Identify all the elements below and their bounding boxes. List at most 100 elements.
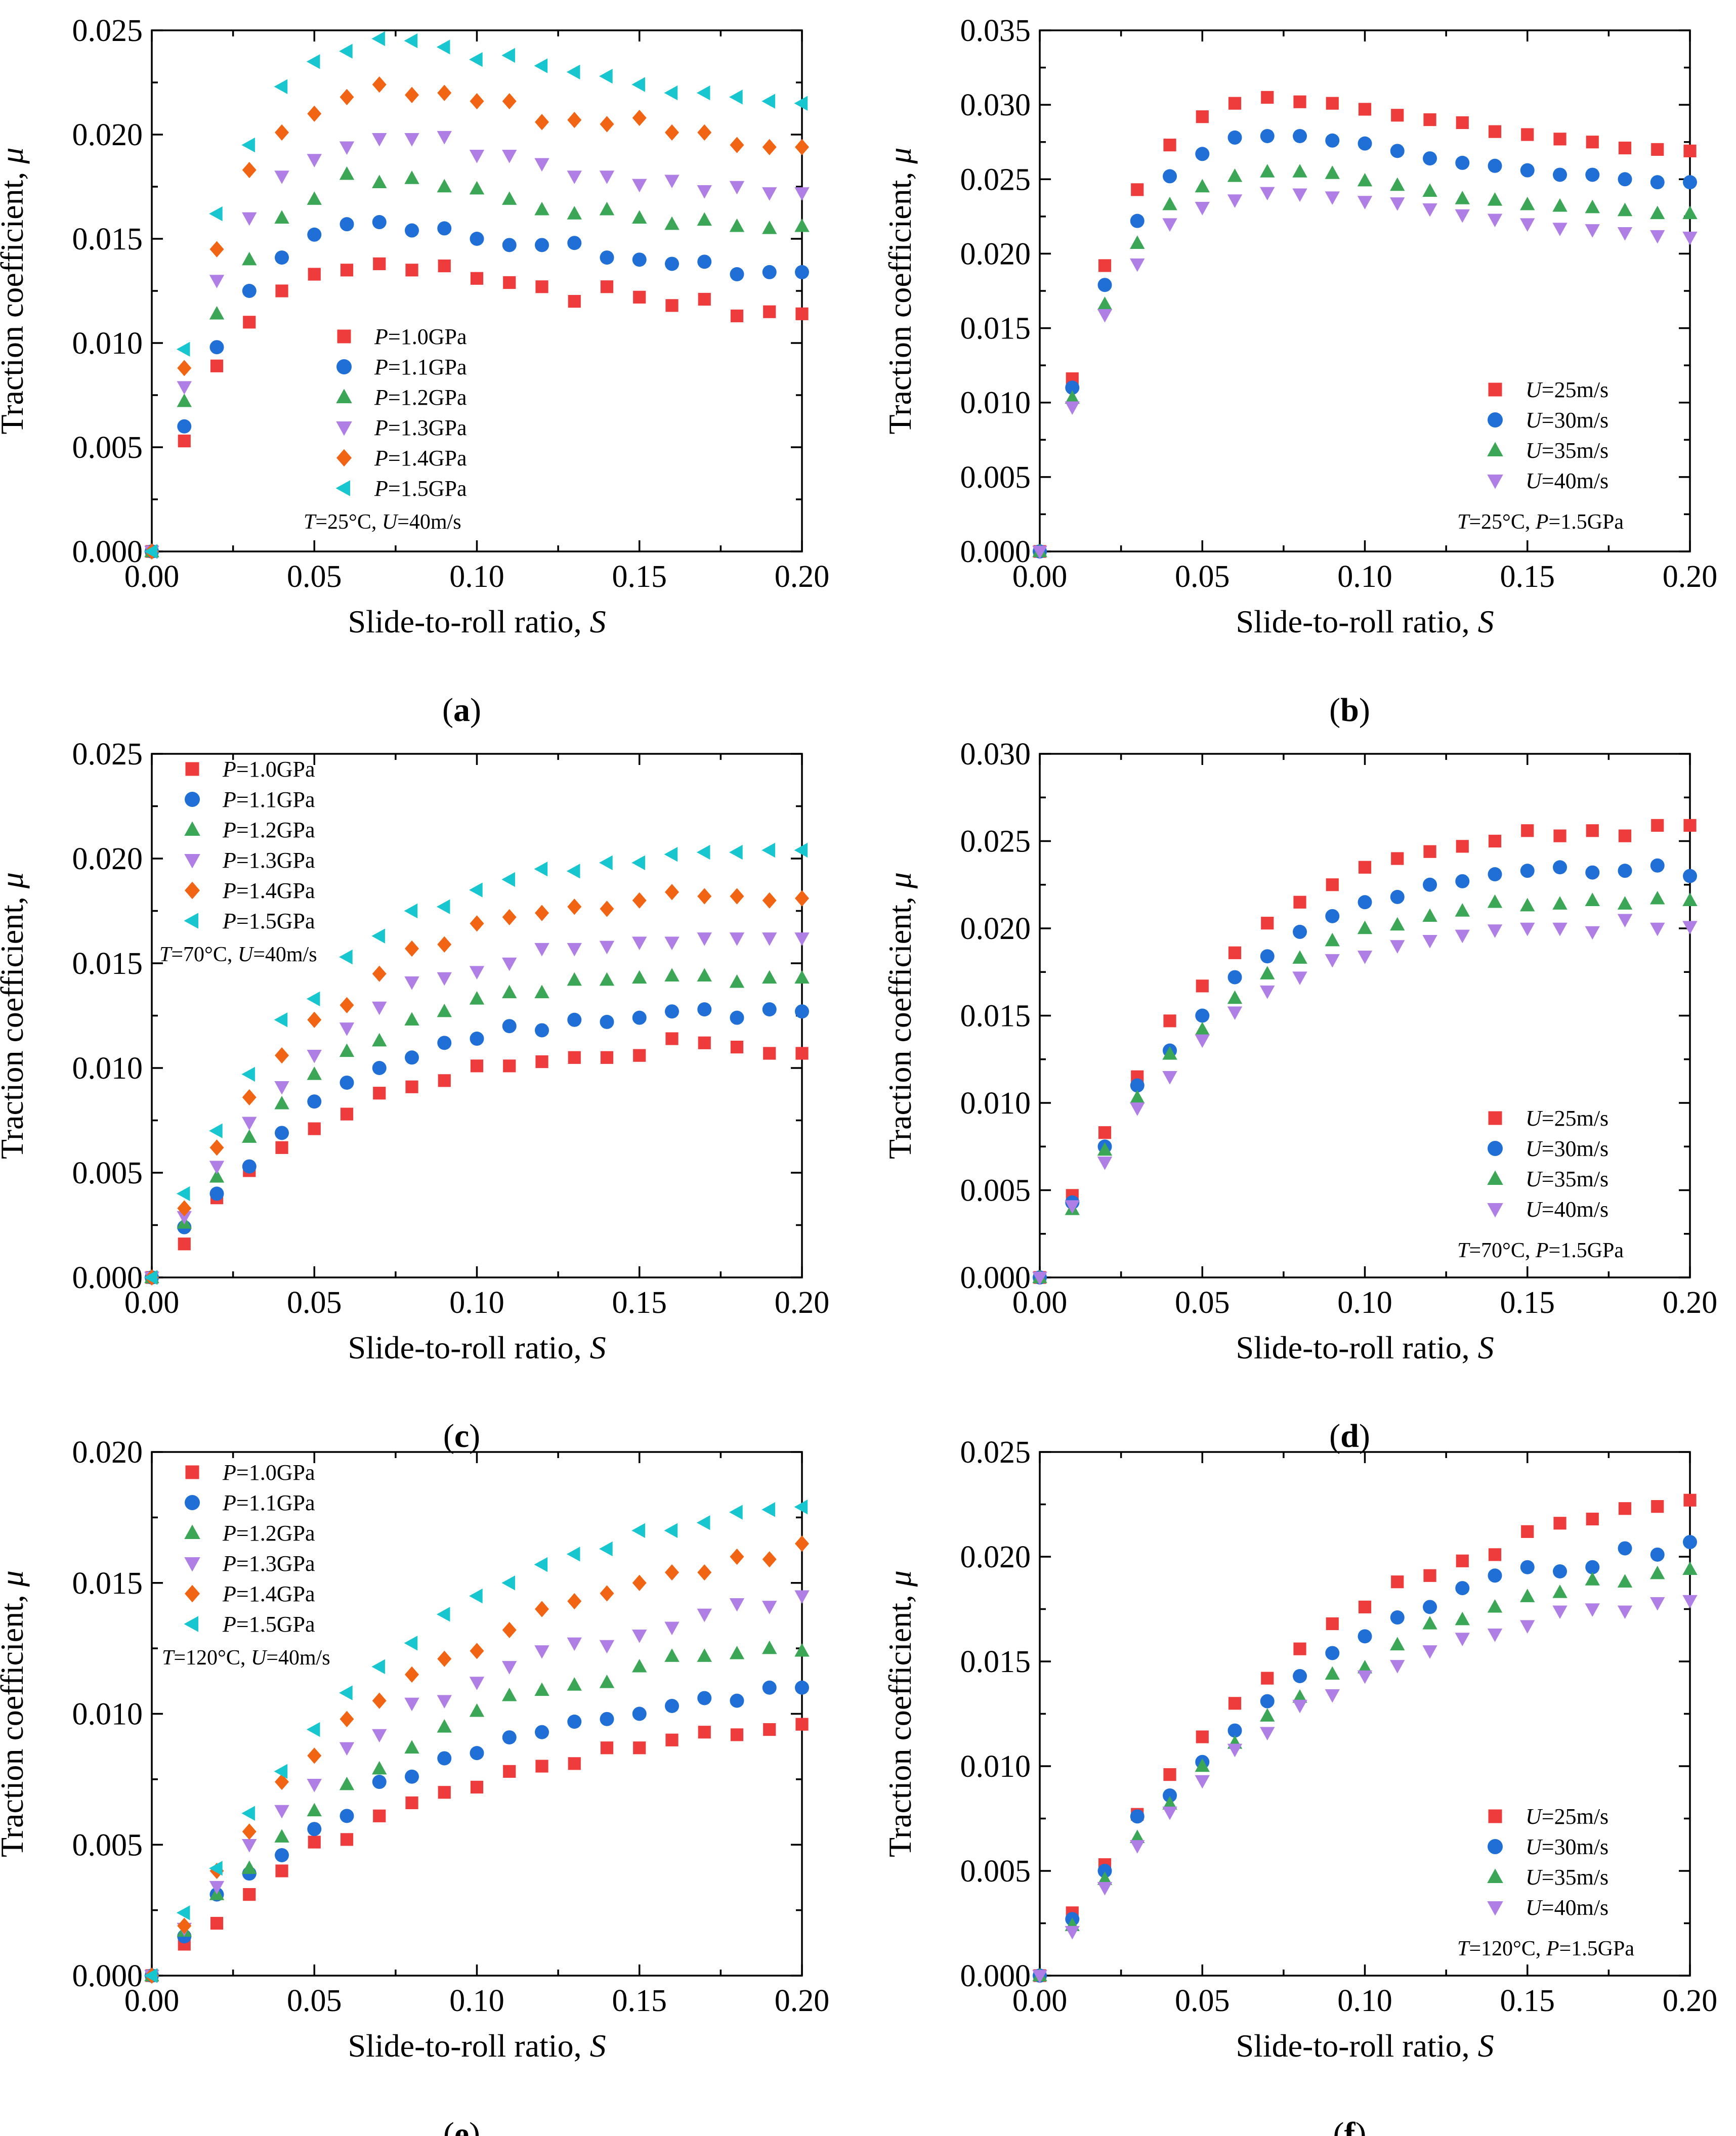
data-point-s6 (339, 1685, 353, 1700)
data-point-s3 (177, 393, 192, 407)
data-point-s6 (274, 1012, 288, 1028)
legend-var: U (1526, 438, 1543, 463)
data-point-s3 (534, 985, 549, 999)
data-point-s1 (1683, 1493, 1697, 1507)
data-points (144, 842, 810, 1286)
data-point-s4 (1682, 231, 1698, 245)
data-point-s2 (275, 1848, 289, 1862)
data-point-s4 (372, 1729, 387, 1743)
data-point-s4 (1325, 954, 1340, 968)
data-point-s4 (1162, 1806, 1177, 1820)
data-point-s2 (502, 238, 517, 252)
data-point-s1 (568, 295, 581, 308)
data-point-s2 (1423, 877, 1437, 892)
y-tick-label: 0.005 (960, 460, 1031, 495)
data-point-s6 (144, 544, 158, 559)
data-point-s4 (762, 932, 777, 946)
data-point-s2 (470, 232, 484, 246)
legend-label: U=30m/s (1526, 1834, 1608, 1859)
data-point-s5 (340, 89, 354, 105)
data-point-s6 (209, 206, 223, 222)
data-point-s4 (1097, 309, 1113, 323)
data-point-s4 (1130, 1102, 1145, 1116)
y-axis-label-text: Traction coefficient, (882, 164, 918, 435)
y-tick-label: 0.020 (72, 118, 143, 152)
x-tick-label: 0.20 (775, 560, 830, 594)
condition-var2: U (382, 510, 399, 534)
x-tick-label: 0.10 (1337, 1984, 1392, 2018)
legend-var: P (374, 476, 388, 501)
data-point-s4 (729, 932, 745, 946)
x-axis-label-text: Slide-to-roll ratio, (348, 604, 589, 639)
data-point-s6 (144, 1270, 158, 1285)
legend-value: =1.1GPa (388, 355, 467, 379)
data-point-s5 (340, 997, 354, 1013)
data-point-s1 (1553, 133, 1566, 146)
condition-val1: =70°C, (171, 943, 238, 966)
legend-marker (185, 1465, 199, 1479)
data-point-s5 (665, 884, 679, 901)
y-axis-label: Traction coefficient, μ (882, 872, 918, 1159)
legend-marker (184, 854, 200, 869)
data-point-s3 (664, 216, 680, 230)
data-point-s2 (1293, 1669, 1307, 1683)
condition-val1: =120°C, (1469, 1937, 1546, 1960)
data-point-s3 (632, 1658, 647, 1673)
data-point-s5 (209, 1139, 224, 1156)
y-tick-label: 0.000 (72, 535, 143, 569)
data-point-s4 (1617, 227, 1633, 241)
y-tick-label: 0.005 (72, 1828, 143, 1862)
y-tick-label: 0.000 (72, 1261, 143, 1295)
y-axis-label: Traction coefficient, μ (0, 1570, 30, 1857)
legend-value: =1.0GPa (236, 757, 315, 782)
data-point-s5 (665, 124, 679, 141)
legend-value: =1.1GPa (236, 1490, 315, 1515)
data-point-s6 (501, 872, 515, 887)
condition-var2: P (1535, 1239, 1549, 1262)
data-point-s6 (729, 1505, 743, 1520)
data-point-s4 (1552, 223, 1568, 236)
y-axis-label-text: Traction coefficient, (0, 164, 30, 435)
panel-label: (e) (443, 2116, 480, 2136)
data-point-s4 (1682, 1595, 1698, 1609)
data-point-s4 (632, 179, 647, 193)
legend-var: P (222, 1612, 236, 1637)
data-point-s1 (1098, 1126, 1112, 1139)
legend-marker (335, 480, 350, 496)
y-tick-label: 0.030 (960, 88, 1031, 122)
data-point-s3 (209, 1169, 225, 1183)
data-point-s5 (567, 1593, 582, 1610)
data-point-s2 (405, 223, 419, 238)
data-point-s1 (795, 307, 809, 320)
data-point-s2 (1683, 175, 1697, 190)
data-point-s4 (1292, 1699, 1307, 1714)
data-point-s4 (1682, 921, 1698, 934)
data-point-s2 (470, 1032, 484, 1046)
data-point-s4 (567, 943, 582, 957)
x-tick-label: 0.00 (124, 1286, 180, 1320)
data-point-s4 (502, 150, 517, 163)
data-point-s2 (1325, 909, 1340, 923)
y-tick-label: 0.030 (960, 737, 1031, 772)
data-point-s3 (794, 970, 810, 984)
data-point-s4 (1032, 545, 1047, 560)
data-point-s5 (437, 1650, 452, 1667)
data-point-s3 (1617, 1574, 1633, 1588)
y-tick-label: 0.010 (72, 1051, 143, 1086)
data-point-s3 (1325, 165, 1340, 179)
data-point-s4 (599, 941, 615, 955)
condition-var2: P (1546, 1937, 1559, 1960)
data-point-s3 (1520, 1589, 1535, 1602)
data-point-s3 (697, 212, 712, 226)
x-tick-label: 0.20 (1663, 1984, 1718, 2018)
data-point-s5 (535, 1601, 549, 1617)
data-point-s2 (1618, 1541, 1632, 1556)
panel-letter: f (1344, 2116, 1356, 2136)
data-point-s2 (730, 1693, 744, 1708)
data-point-s3 (1357, 1660, 1373, 1674)
data-point-s1 (730, 1728, 744, 1741)
data-point-s1 (1163, 1768, 1176, 1781)
data-point-s5 (275, 1773, 289, 1790)
data-point-s4 (1195, 202, 1210, 216)
data-point-s5 (697, 124, 712, 141)
